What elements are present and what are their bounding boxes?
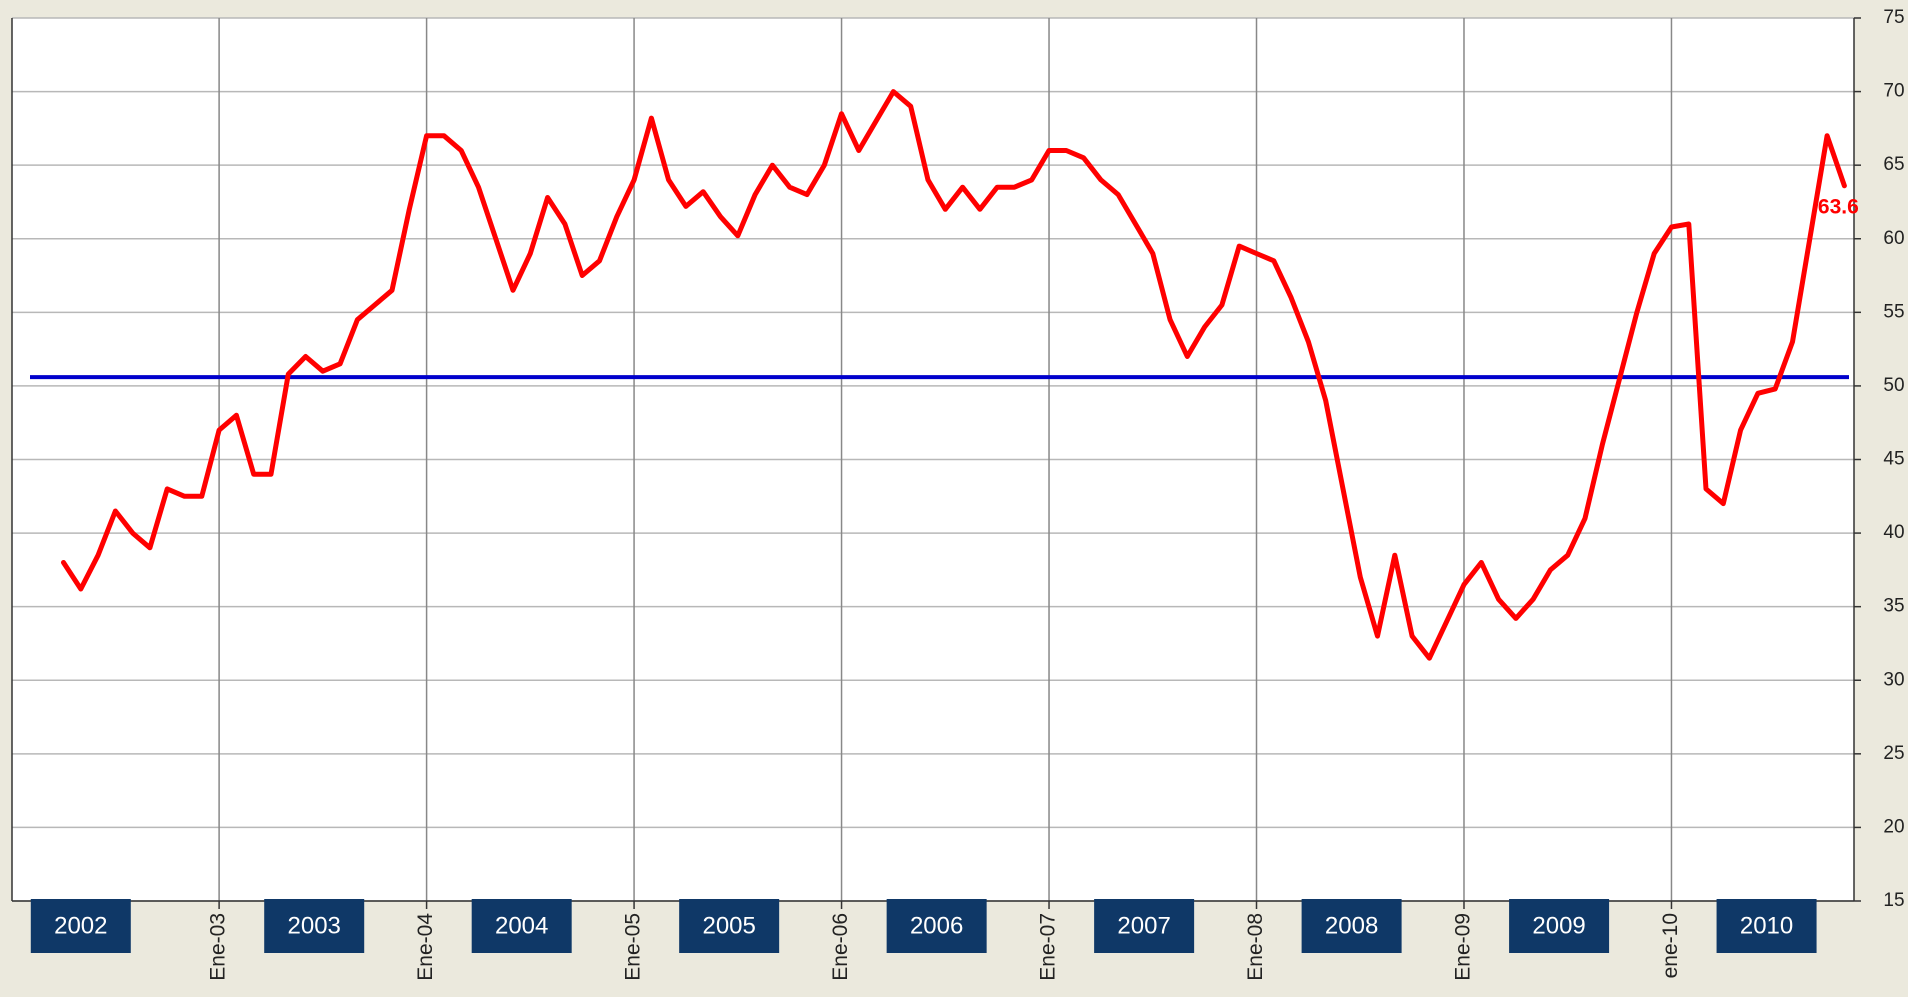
y-tick-label: 30 [1883,669,1904,690]
y-tick-label: 70 [1883,81,1904,102]
y-tick-label: 15 [1883,890,1904,911]
year-label: 2010 [1740,912,1793,939]
y-tick-label: 75 [1883,7,1904,28]
year-label: 2003 [288,912,341,939]
year-label: 2002 [54,912,107,939]
year-label: 2009 [1532,912,1585,939]
year-label: 2008 [1325,912,1378,939]
year-label: 2007 [1117,912,1170,939]
y-tick-label: 40 [1883,522,1904,543]
x-tick-label: Ene-08 [1244,913,1267,981]
y-tick-label: 25 [1883,743,1904,764]
y-tick-label: 60 [1883,228,1904,249]
year-box [1716,899,1817,953]
x-tick-label: ene-10 [1659,913,1682,978]
x-tick-label: Ene-07 [1037,913,1060,981]
x-tick-label: Ene-06 [829,913,852,981]
data-line [61,89,1847,661]
x-tick-label: Ene-03 [207,913,230,981]
y-tick-label: 20 [1883,816,1904,837]
year-label: 2006 [910,912,963,939]
x-tick-label: Ene-05 [622,913,645,981]
year-box [1094,899,1195,953]
data-label: 63.6 [1818,195,1859,218]
year-box [471,899,572,953]
x-tick-label: Ene-04 [414,913,437,981]
year-box [886,899,987,953]
year-label: 2004 [495,912,548,939]
year-box [679,899,780,953]
year-box [1301,899,1402,953]
year-box [1509,899,1610,953]
y-tick-label: 35 [1883,596,1904,617]
y-tick-label: 45 [1883,449,1904,470]
x-tick-label: Ene-09 [1452,913,1475,981]
y-tick-label: 65 [1883,154,1904,175]
year-label: 2005 [702,912,755,939]
y-tick-label: 50 [1883,375,1904,396]
year-box [30,899,131,953]
year-box [264,899,365,953]
y-tick-label: 55 [1883,301,1904,322]
